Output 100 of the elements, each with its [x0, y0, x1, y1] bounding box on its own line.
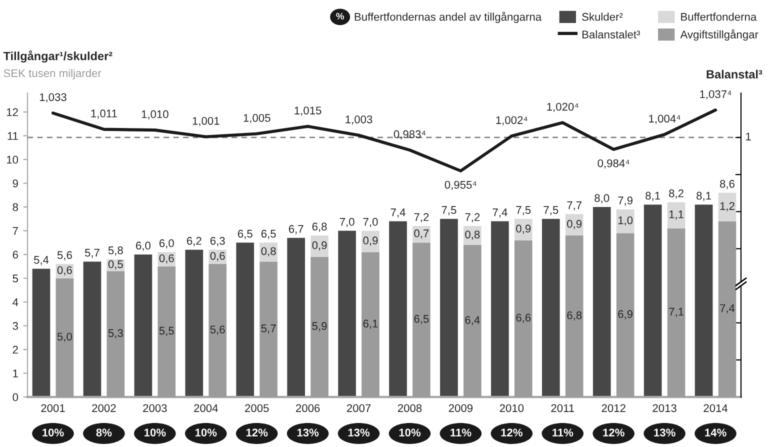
y-tick-label: 3: [12, 322, 18, 330]
total-label: 5,6: [57, 251, 72, 260]
bar: [389, 221, 407, 397]
data-label: 0,9: [516, 224, 531, 234]
legend-label: Buffertfondernas andel av tillgångarna: [354, 12, 542, 23]
data-label: 1,033: [40, 93, 66, 102]
data-label: 7,4: [390, 208, 406, 218]
x-tick-label: 2009: [448, 404, 473, 412]
x-tick-label: 2010: [500, 404, 524, 412]
data-label: 11%: [450, 428, 472, 436]
total-label: 7,2: [465, 213, 480, 222]
legend-label: Avgiftstillgångar: [680, 29, 758, 41]
data-label: 0,983⁴: [394, 130, 426, 140]
y-tick-label: 10: [6, 156, 18, 164]
x-tick-label: 2002: [92, 404, 116, 412]
data-label: 7,4: [492, 208, 508, 218]
data-label: 0,8: [465, 230, 480, 240]
data-label: 5,9: [312, 322, 327, 332]
chart-subtitle: SEK tusen miljarder: [4, 68, 102, 80]
data-label: 14%: [705, 428, 726, 436]
data-label: 0,8: [261, 247, 276, 256]
total-label: 6,8: [312, 222, 327, 232]
data-label: 12%: [246, 428, 268, 436]
x-tick-label: 2007: [346, 404, 371, 412]
data-label: 13%: [654, 428, 676, 436]
data-label: 5,6: [210, 326, 225, 335]
y-tick-label: 0: [12, 393, 18, 402]
x-tick-label: 2001: [41, 404, 65, 412]
data-label: 5,3: [108, 329, 123, 338]
data-label: 1,010: [142, 110, 168, 120]
data-label: 5,7: [261, 324, 276, 334]
x-tick-label: 2011: [551, 404, 574, 412]
data-label: 8,1: [696, 192, 711, 201]
bar: [667, 202, 686, 228]
x-tick-label: 2006: [296, 404, 320, 412]
y-tick-label: 12: [6, 108, 18, 116]
data-label: 11%: [552, 428, 574, 436]
data-label: 6,9: [618, 310, 633, 320]
bar: [565, 214, 584, 236]
data-label: 13%: [348, 428, 370, 436]
data-label: 6,5: [238, 230, 252, 239]
total-label: 6,5: [261, 230, 276, 239]
data-label: 5,0: [57, 332, 72, 342]
total-label: 7,9: [618, 196, 633, 206]
bar: [236, 242, 254, 397]
data-label: 13%: [297, 428, 319, 436]
bar: [616, 209, 634, 234]
data-label: 0,9: [363, 236, 378, 246]
data-label: 1,037⁴: [700, 90, 732, 100]
legend-label: Buffertfonderna: [681, 12, 757, 21]
bar: [412, 226, 430, 243]
data-label: 1,004⁴: [649, 114, 680, 124]
data-label: 5,4: [34, 256, 49, 266]
bar: [694, 204, 713, 397]
bar: [260, 242, 278, 262]
bar: [134, 254, 152, 397]
data-label: 8,0: [594, 194, 610, 204]
x-tick-label: 2005: [245, 404, 269, 412]
data-label: 7,5: [442, 206, 456, 216]
bar: [592, 207, 611, 397]
total-label: 6,0: [159, 239, 174, 248]
bar: [338, 230, 356, 397]
text: %: [336, 12, 344, 20]
data-label: 7,5: [544, 206, 558, 216]
data-label: 1,020⁴: [547, 102, 578, 112]
data-label: 0,9: [567, 220, 582, 230]
data-label: 6,6: [516, 314, 531, 323]
x-tick-label: 2003: [143, 404, 167, 412]
y-tick-label: 8: [12, 203, 18, 212]
y-axis-title: Tillgångar¹/skulder²: [3, 50, 112, 63]
data-label: 1,015: [294, 106, 322, 116]
data-label: 10%: [399, 428, 421, 436]
total-label: 7,7: [567, 201, 582, 210]
data-label: 1,001: [192, 116, 220, 126]
data-label: 0,9: [312, 241, 327, 250]
bar: [542, 218, 560, 397]
y-tick-label: 6: [12, 250, 18, 259]
bar: [83, 262, 102, 397]
data-label: 6,2: [186, 236, 202, 246]
bar: [440, 218, 458, 397]
data-label: 7,4: [720, 304, 735, 314]
y-tick-label: 7: [12, 227, 18, 235]
data-label: 0,7: [414, 229, 429, 239]
data-label: 6,4: [465, 316, 480, 326]
data-label: 7,1: [669, 308, 684, 317]
bar: [287, 238, 305, 397]
data-label: 6,5: [414, 314, 429, 324]
data-label: 12%: [501, 428, 522, 436]
total-label: 6,3: [210, 236, 225, 246]
data-label: 6,0: [136, 242, 150, 251]
total-label: 5,8: [108, 246, 123, 256]
data-label: 8%: [96, 428, 112, 436]
x-tick-label: 2013: [652, 404, 676, 412]
bar: [644, 204, 662, 397]
y-tick-label: 4: [12, 298, 18, 306]
data-label: 10%: [144, 428, 166, 436]
data-label: 6,7: [288, 225, 304, 234]
x-tick-label: 2012: [602, 404, 626, 412]
data-label: 6,1: [363, 320, 378, 329]
data-label: 0,6: [210, 252, 225, 262]
